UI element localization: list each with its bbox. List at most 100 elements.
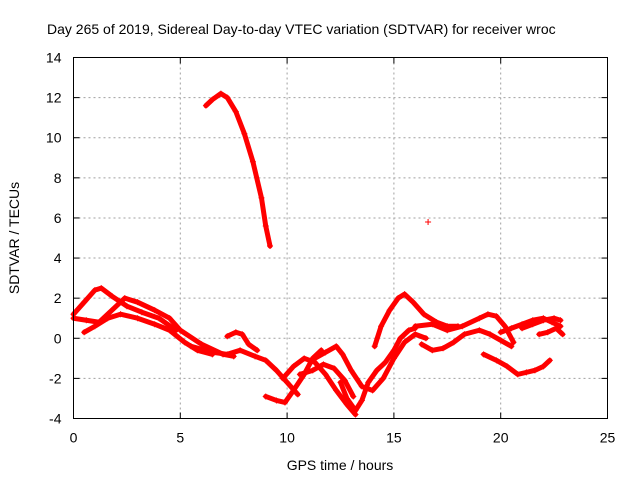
data-point bbox=[459, 323, 466, 330]
data-point bbox=[514, 371, 521, 378]
data-point bbox=[504, 363, 511, 370]
data-point bbox=[341, 377, 348, 384]
data-point bbox=[232, 329, 239, 336]
data-point bbox=[339, 351, 346, 358]
data-point bbox=[418, 341, 425, 348]
data-point bbox=[134, 299, 141, 306]
data-point bbox=[553, 325, 560, 332]
data-point bbox=[559, 331, 566, 338]
data-point bbox=[395, 295, 402, 302]
series-arc-q bbox=[536, 325, 566, 337]
data-point bbox=[365, 379, 372, 386]
data-point bbox=[444, 327, 451, 334]
x-tick-label: 10 bbox=[279, 430, 295, 446]
data-point bbox=[296, 371, 303, 378]
data-point bbox=[493, 357, 500, 364]
data-point bbox=[529, 321, 536, 328]
data-point bbox=[134, 315, 141, 322]
data-point bbox=[401, 291, 408, 298]
data-point bbox=[476, 315, 483, 322]
data-point bbox=[544, 329, 551, 336]
y-tick-label: -4 bbox=[49, 411, 62, 427]
data-point bbox=[98, 285, 105, 292]
data-point bbox=[405, 327, 412, 334]
data-point bbox=[123, 303, 130, 310]
data-point bbox=[546, 357, 553, 364]
data-point bbox=[155, 315, 162, 322]
data-point bbox=[108, 307, 115, 314]
series-arc-high bbox=[203, 91, 273, 249]
data-point bbox=[166, 315, 173, 322]
data-point bbox=[378, 323, 385, 330]
data-point bbox=[237, 347, 244, 354]
data-point bbox=[262, 393, 269, 400]
data-point bbox=[557, 323, 564, 330]
data-point bbox=[284, 379, 291, 386]
data-point bbox=[104, 315, 111, 322]
data-series bbox=[70, 90, 566, 418]
data-point bbox=[461, 331, 468, 338]
data-point bbox=[224, 351, 231, 358]
y-tick-label: 14 bbox=[46, 50, 62, 66]
series-arc-n bbox=[481, 351, 553, 377]
data-point bbox=[273, 367, 280, 374]
data-point bbox=[497, 329, 504, 336]
data-point bbox=[81, 299, 88, 306]
data-point bbox=[209, 96, 216, 103]
data-point bbox=[258, 194, 265, 201]
data-point bbox=[382, 359, 389, 366]
data-point bbox=[358, 397, 365, 404]
data-point bbox=[138, 309, 145, 316]
x-tick-label: 25 bbox=[600, 430, 616, 446]
data-point bbox=[480, 351, 487, 358]
data-point bbox=[83, 317, 90, 324]
data-point bbox=[422, 335, 429, 342]
data-point bbox=[320, 361, 327, 368]
data-point bbox=[536, 331, 543, 338]
data-point bbox=[371, 343, 378, 350]
y-tick-label: 2 bbox=[54, 290, 62, 306]
data-point bbox=[519, 325, 526, 332]
data-point bbox=[540, 363, 547, 370]
data-point bbox=[333, 343, 340, 350]
data-point bbox=[262, 357, 269, 364]
y-tick-label: 12 bbox=[46, 90, 62, 106]
data-point bbox=[440, 345, 447, 352]
data-point bbox=[254, 347, 261, 354]
x-tick-label: 20 bbox=[493, 430, 509, 446]
x-tick-label: 5 bbox=[176, 430, 184, 446]
data-point bbox=[281, 399, 288, 406]
data-point bbox=[497, 337, 504, 344]
data-point bbox=[390, 355, 397, 362]
y-tick-label: 4 bbox=[54, 250, 62, 266]
data-point bbox=[249, 158, 256, 165]
data-point bbox=[91, 287, 98, 294]
x-axis-label: GPS time / hours bbox=[287, 457, 394, 473]
data-point bbox=[350, 393, 357, 400]
data-point bbox=[294, 391, 301, 398]
data-point bbox=[232, 108, 239, 115]
data-point bbox=[209, 349, 216, 356]
data-point bbox=[239, 331, 246, 338]
data-point bbox=[273, 397, 280, 404]
data-point bbox=[358, 383, 365, 390]
data-point bbox=[523, 369, 530, 376]
plot-frame bbox=[73, 57, 608, 419]
data-point bbox=[198, 341, 205, 348]
data-point bbox=[412, 323, 419, 330]
data-point bbox=[309, 367, 316, 374]
data-point bbox=[224, 333, 231, 340]
data-point bbox=[121, 295, 128, 302]
series-arc-k bbox=[372, 291, 461, 349]
data-point bbox=[476, 327, 483, 334]
data-point bbox=[386, 307, 393, 314]
data-point bbox=[410, 299, 417, 306]
data-point bbox=[508, 343, 515, 350]
y-tick-label: 0 bbox=[54, 330, 62, 346]
data-point bbox=[401, 339, 408, 346]
data-point bbox=[420, 311, 427, 318]
x-tick-label: 0 bbox=[70, 430, 78, 446]
y-tick-label: -2 bbox=[49, 370, 62, 386]
data-point bbox=[108, 293, 115, 300]
